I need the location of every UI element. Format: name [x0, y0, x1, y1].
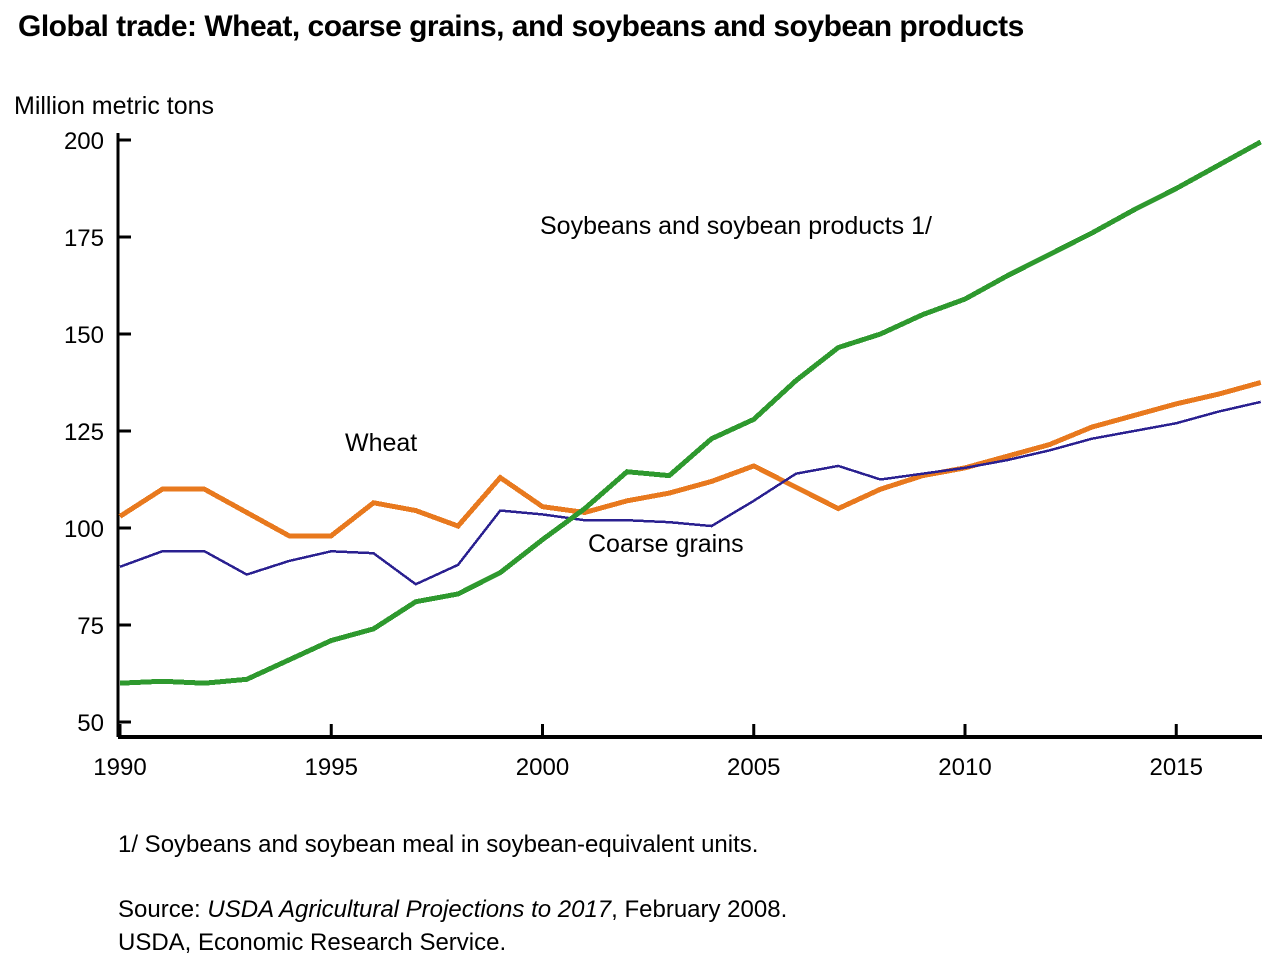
y-tick-label: 200 [64, 128, 104, 155]
y-tick-label: 175 [64, 225, 104, 252]
series-line-wheat [118, 380, 1262, 539]
source-suffix: , February 2008. [611, 896, 788, 923]
y-tick-label: 100 [64, 516, 104, 543]
source-prefix: Source: [118, 896, 208, 923]
x-tick-label: 1995 [305, 754, 358, 781]
series-line-soybeans-and-soybean-products [119, 139, 1262, 686]
agency-text: USDA, Economic Research Service. [118, 929, 507, 956]
y-tick-label: 150 [64, 322, 104, 349]
footnote-text: 1/ Soybeans and soybean meal in soybean-… [118, 831, 759, 858]
x-tick-label: 2010 [938, 754, 991, 781]
x-tick-label: 2000 [516, 754, 569, 781]
source-publication: USDA Agricultural Projections to 2017 [207, 896, 612, 923]
y-tick-label: 75 [77, 613, 104, 640]
series-label-soybeans: Soybeans and soybean products 1/ [540, 212, 932, 240]
series-label-wheat: Wheat [345, 429, 418, 457]
y-tick-label: 50 [77, 710, 104, 737]
x-tick-label: 2015 [1150, 754, 1203, 781]
series-line-coarse-grains [119, 400, 1262, 586]
chart-title: Global trade: Wheat, coarse grains, and … [18, 10, 1024, 43]
series-label-coarse-grains: Coarse grains [588, 530, 744, 558]
source-text: Source: USDA Agricultural Projections to… [118, 896, 787, 924]
x-tick-label: 1990 [93, 754, 146, 781]
y-axis-unit-label: Million metric tons [14, 92, 215, 120]
x-tick-label: 2005 [727, 754, 780, 781]
y-tick-label: 125 [64, 419, 104, 446]
